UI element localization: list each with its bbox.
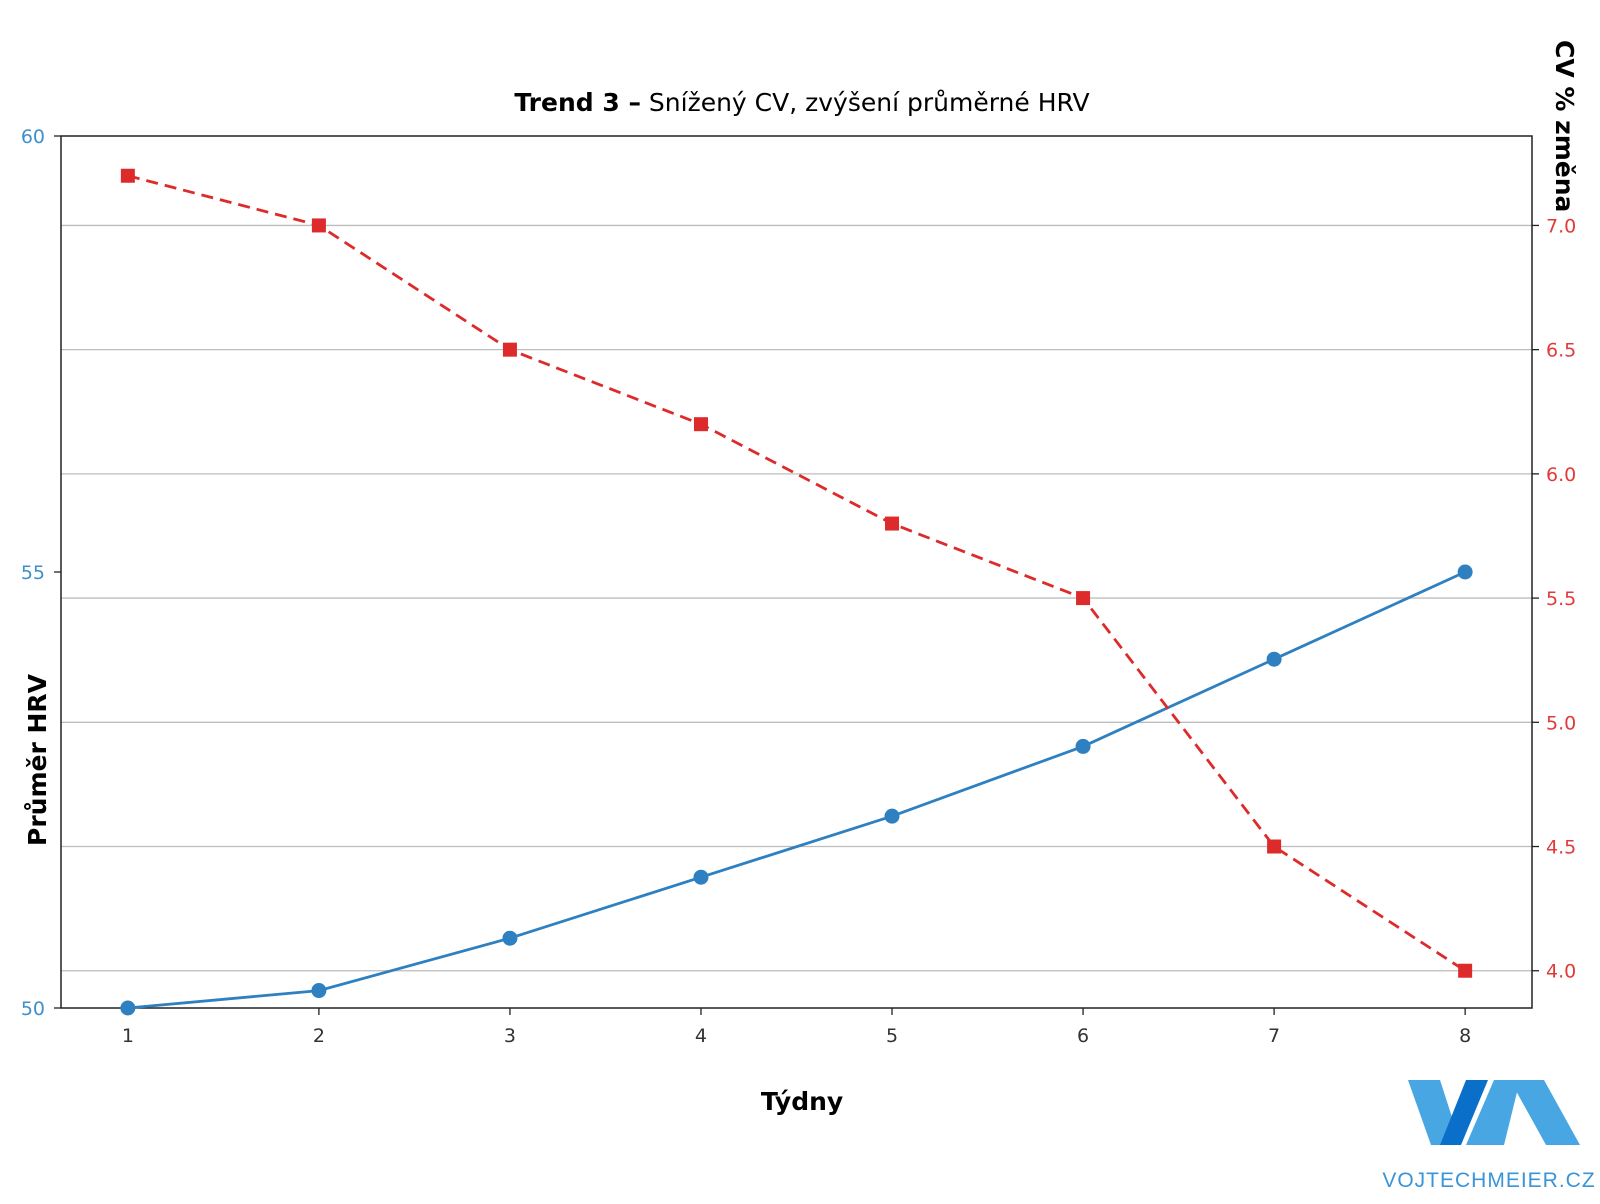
x-tick-label-0: 1 (122, 1025, 134, 1047)
chart-title-bold: Trend 3 – (514, 88, 641, 117)
y-tick-label-2: 60 (21, 126, 45, 148)
series-1-marker-1 (311, 218, 326, 233)
chart-title-rest: Snížený CV, zvýšení průměrné HRV (649, 88, 1090, 117)
y2-tick-label-4: 6.0 (1546, 464, 1576, 486)
logo-m-left-stroke (1466, 1080, 1520, 1145)
series-0-marker-1 (311, 983, 327, 999)
series-1-marker-4 (885, 516, 900, 531)
series-1-marker-6 (1267, 839, 1282, 854)
y2-tick-label-5: 6.5 (1546, 340, 1576, 362)
x-tick-label-1: 2 (313, 1025, 325, 1047)
series-0-marker-4 (884, 808, 900, 824)
y-tick-label-1: 55 (21, 562, 45, 584)
series-0-marker-7 (1457, 564, 1473, 580)
series-0-line (127, 570, 1466, 1010)
y2-tick-label-1: 4.5 (1546, 837, 1576, 859)
series-1-marker-3 (693, 417, 708, 432)
brand-logo: VOJTECHMEIER.CZ (1382, 1080, 1595, 1192)
chart-title: Trend 3 – Snížený CV, zvýšení průměrné H… (514, 88, 1089, 117)
y2-tick-label-6: 7.0 (1546, 215, 1576, 237)
x-tick-label-5: 6 (1077, 1025, 1089, 1047)
series-1-marker-7 (1458, 963, 1473, 978)
x-tick-label-3: 4 (695, 1025, 707, 1047)
grid-lines (61, 224, 1532, 972)
y-tick-label-0: 50 (21, 998, 45, 1020)
series-1-marker-5 (1076, 591, 1091, 606)
x-tick-label-7: 8 (1459, 1025, 1471, 1047)
x-axis-label: Týdny (761, 1087, 843, 1116)
series-1-marker-0 (120, 168, 135, 183)
x-tick-label-4: 5 (886, 1025, 898, 1047)
plot-frame (60, 135, 1533, 1009)
y-axis-label: Průměr HRV (23, 673, 52, 846)
chart-series (120, 168, 1473, 1016)
logo-m-right-stroke (1510, 1080, 1580, 1145)
x-tick-label-2: 3 (504, 1025, 516, 1047)
series-1-marker-2 (502, 342, 517, 357)
series-1-line (127, 174, 1466, 972)
axis-ticks: 4.0 4.5 5.0 5.5 6.0 6.5 7.0 50 55 60 1 2 3 4 5 6 7 8 (21, 126, 1576, 1047)
x-tick-label-6: 7 (1268, 1025, 1280, 1047)
series-0-marker-6 (1266, 651, 1282, 667)
series-0-marker-5 (1075, 738, 1091, 754)
logo-v-right-stroke (1440, 1080, 1488, 1145)
y2-tick-label-3: 5.5 (1546, 588, 1576, 610)
series-0-marker-0 (120, 1000, 136, 1016)
series-0-marker-2 (502, 930, 518, 946)
y2-tick-label-2: 5.0 (1546, 712, 1576, 734)
y2-tick-label-0: 4.0 (1546, 961, 1576, 983)
series-0-marker-3 (693, 869, 709, 885)
y2-axis-label: CV % změna (1550, 40, 1579, 212)
brand-text: VOJTECHMEIER.CZ (1382, 1169, 1595, 1192)
